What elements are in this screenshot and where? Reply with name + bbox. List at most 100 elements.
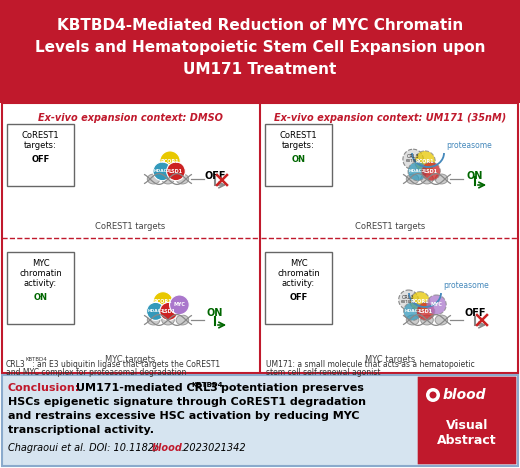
- Text: MYC targets: MYC targets: [365, 355, 415, 364]
- Ellipse shape: [406, 174, 419, 184]
- Circle shape: [147, 302, 165, 321]
- Text: Ex-vivo expansion context: UM171 (35nM): Ex-vivo expansion context: UM171 (35nM): [274, 113, 506, 123]
- Text: ON: ON: [292, 155, 306, 164]
- Text: KBTBD4: KBTBD4: [405, 159, 421, 163]
- Text: and restrains excessive HSC activation by reducing MYC: and restrains excessive HSC activation b…: [8, 411, 359, 421]
- Ellipse shape: [162, 174, 174, 184]
- Text: HDAC2: HDAC2: [147, 309, 164, 314]
- Text: chromatin: chromatin: [19, 269, 62, 278]
- Text: blood: blood: [152, 443, 183, 453]
- Text: MYC: MYC: [290, 259, 307, 268]
- Circle shape: [426, 295, 446, 314]
- Circle shape: [426, 388, 440, 402]
- Text: OFF: OFF: [289, 293, 308, 302]
- Text: MYC targets: MYC targets: [105, 355, 155, 364]
- Circle shape: [430, 392, 436, 398]
- Text: CoREST1: CoREST1: [22, 131, 59, 140]
- Text: transcriptional activity.: transcriptional activity.: [8, 425, 154, 435]
- FancyBboxPatch shape: [7, 252, 74, 324]
- Text: KBTBD4: KBTBD4: [191, 382, 223, 388]
- Text: KBTBD4: KBTBD4: [26, 357, 48, 362]
- Text: UM171: a small molecule that acts as a hematopoietic: UM171: a small molecule that acts as a h…: [266, 360, 475, 369]
- Text: Levels and Hematopoietic Stem Cell Expansion upon: Levels and Hematopoietic Stem Cell Expan…: [35, 40, 485, 55]
- Text: Abstract: Abstract: [437, 434, 497, 447]
- Circle shape: [410, 292, 430, 311]
- Text: CRL3: CRL3: [407, 154, 420, 159]
- Text: CoREST1: CoREST1: [280, 131, 317, 140]
- Circle shape: [415, 151, 435, 171]
- Text: MYC: MYC: [431, 302, 443, 307]
- Text: chromatin: chromatin: [277, 269, 320, 278]
- Text: stem cell self-renewal agonist: stem cell self-renewal agonist: [266, 368, 381, 377]
- Text: HDAC2: HDAC2: [409, 169, 426, 173]
- Text: : an E3 ubiquitin ligase that targets the CoREST1: : an E3 ubiquitin ligase that targets th…: [6, 360, 220, 369]
- Text: RCOR1: RCOR1: [411, 299, 429, 304]
- Text: proteasome: proteasome: [443, 280, 489, 290]
- Ellipse shape: [147, 315, 160, 325]
- Ellipse shape: [421, 315, 433, 325]
- Text: ON: ON: [33, 293, 47, 302]
- Text: LSD1: LSD1: [419, 309, 433, 314]
- Ellipse shape: [435, 315, 448, 325]
- FancyBboxPatch shape: [0, 0, 520, 103]
- Text: targets:: targets:: [24, 141, 57, 150]
- Circle shape: [160, 302, 178, 321]
- Text: RCOR1: RCOR1: [161, 159, 179, 164]
- Text: ON: ON: [467, 171, 483, 181]
- Circle shape: [153, 292, 173, 311]
- Circle shape: [422, 162, 440, 181]
- Text: KBTBD4: KBTBD4: [401, 300, 417, 304]
- Text: LSD1: LSD1: [424, 169, 438, 174]
- Ellipse shape: [406, 315, 419, 325]
- Circle shape: [403, 149, 423, 169]
- Text: CoREST1 targets: CoREST1 targets: [95, 222, 165, 231]
- Ellipse shape: [162, 315, 174, 325]
- FancyBboxPatch shape: [265, 124, 332, 186]
- Text: LSD1: LSD1: [169, 169, 183, 174]
- Circle shape: [404, 302, 422, 321]
- Text: OFF: OFF: [31, 155, 49, 164]
- Text: Chagraoui et al. DOI: 10.1182/: Chagraoui et al. DOI: 10.1182/: [8, 443, 158, 453]
- Text: HSCs epigenetic signature through CoREST1 degradation: HSCs epigenetic signature through CoREST…: [8, 397, 366, 407]
- Text: and MYC complex for proteasomal degradation: and MYC complex for proteasomal degradat…: [6, 368, 186, 377]
- Text: HDAC2: HDAC2: [404, 309, 421, 314]
- Ellipse shape: [421, 174, 433, 184]
- Text: targets:: targets:: [282, 141, 315, 150]
- Text: CRL3: CRL3: [6, 360, 26, 369]
- Ellipse shape: [435, 174, 448, 184]
- Text: KBTBD4-Mediated Reduction of MYC Chromatin: KBTBD4-Mediated Reduction of MYC Chromat…: [57, 18, 463, 33]
- Circle shape: [408, 162, 427, 181]
- Text: RCOR1: RCOR1: [416, 159, 434, 164]
- Circle shape: [170, 295, 189, 314]
- Text: Ex-vivo expansion context: DMSO: Ex-vivo expansion context: DMSO: [37, 113, 223, 123]
- Text: blood: blood: [443, 388, 487, 402]
- Ellipse shape: [176, 174, 189, 184]
- Text: CoREST1 targets: CoREST1 targets: [355, 222, 425, 231]
- Ellipse shape: [147, 174, 160, 184]
- Text: OFF: OFF: [204, 171, 226, 181]
- Text: RCOR1: RCOR1: [154, 299, 172, 304]
- Text: Conclusion:: Conclusion:: [8, 383, 80, 393]
- Text: MYC: MYC: [174, 302, 185, 307]
- Text: OFF: OFF: [464, 308, 486, 318]
- Text: .2023021342: .2023021342: [180, 443, 245, 453]
- Text: CRL3: CRL3: [402, 295, 415, 300]
- FancyBboxPatch shape: [418, 377, 516, 464]
- FancyBboxPatch shape: [2, 103, 518, 373]
- Text: UM171 Treatment: UM171 Treatment: [184, 62, 336, 77]
- Circle shape: [160, 151, 180, 171]
- Text: MYC: MYC: [32, 259, 49, 268]
- Circle shape: [399, 290, 419, 310]
- Text: proteasome: proteasome: [446, 140, 492, 149]
- Text: UM171-mediated CRL3: UM171-mediated CRL3: [76, 383, 218, 393]
- Circle shape: [153, 162, 172, 181]
- Text: ON: ON: [207, 308, 223, 318]
- Text: LSD1: LSD1: [162, 309, 176, 314]
- Text: activity:: activity:: [24, 279, 57, 288]
- Circle shape: [166, 162, 185, 181]
- FancyBboxPatch shape: [265, 252, 332, 324]
- Text: Visual: Visual: [446, 419, 488, 432]
- Circle shape: [417, 302, 435, 321]
- FancyBboxPatch shape: [2, 375, 518, 466]
- FancyBboxPatch shape: [7, 124, 74, 186]
